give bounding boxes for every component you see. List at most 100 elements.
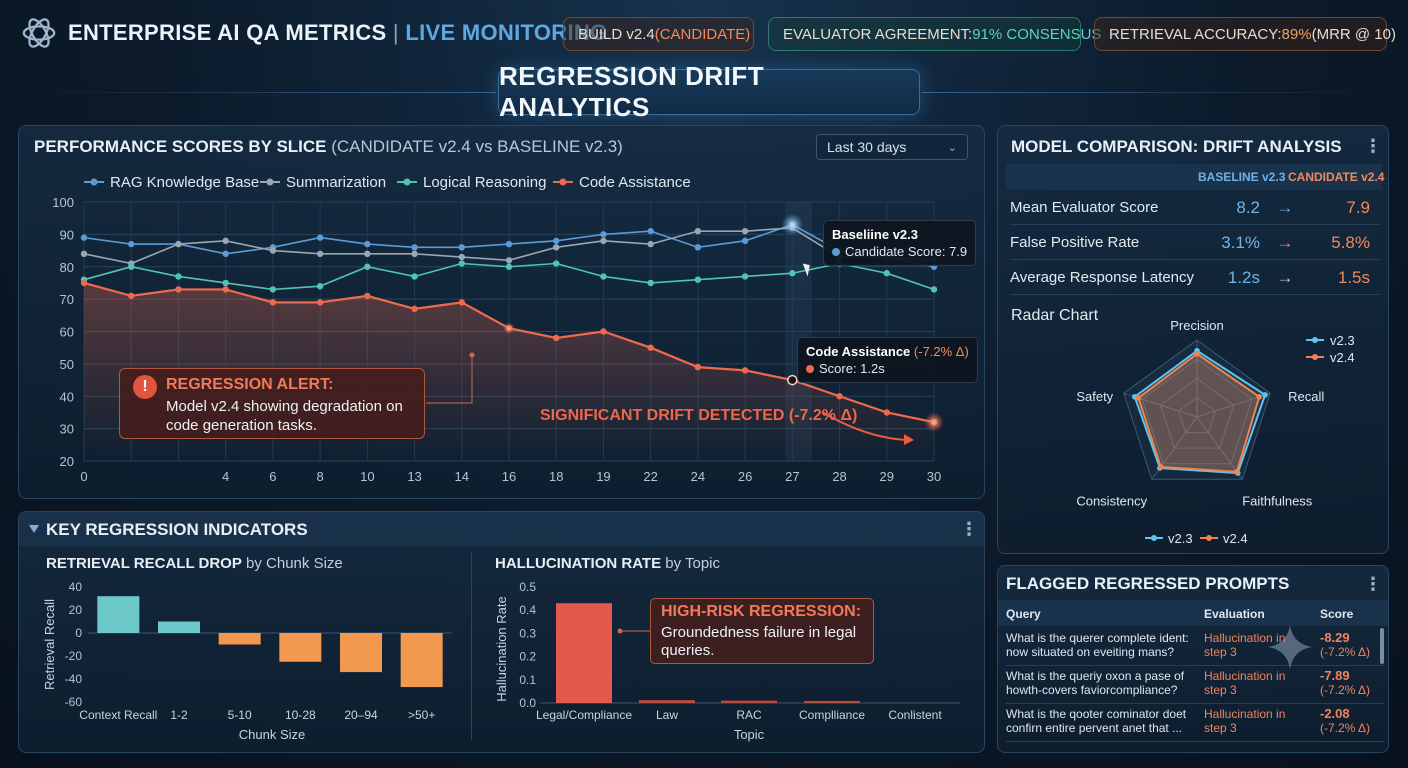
legend-marker [403,178,411,186]
flagged-panel [997,565,1389,753]
series-point [222,279,229,287]
build-pill[interactable]: BUILD v2.4 (CANDIDATE) [563,17,754,51]
series-point [458,253,465,261]
legend-marker [1206,535,1212,541]
series-point [505,263,513,270]
radar-point [1234,469,1240,475]
series-point [789,270,796,277]
endpoint-glow [924,412,944,433]
header-divider-left [20,92,496,93]
radar-chart: Precision Recall Faithfulness Consistency Sa… [1076,318,1355,546]
series-point [364,250,371,257]
series-point [647,344,654,351]
drift-arrow [821,411,914,445]
hallucination-chart-title: HALLUCINATION RATE by Topic [495,555,721,572]
y-tick-label: 0.0 [519,696,536,710]
col-score: Score [1320,607,1354,621]
radar-series-area [1137,352,1261,473]
comparison-header-row [1006,164,1382,190]
legend-label: v2.4 [1330,350,1355,365]
baseline-highlight [781,213,804,236]
bar [158,621,200,633]
x-tick-label: Legal/Compliance [536,708,632,722]
alert-icon: ! [133,375,157,399]
series-point [364,240,371,248]
x-tick-label: Context Recall [79,708,157,722]
table-row[interactable]: What is the querer complete ident: now s… [1006,628,1384,666]
date-range-dropdown[interactable]: Last 30 days ⌄ [816,134,968,160]
legend-label: v2.4 [1223,531,1248,546]
alert-connector [426,355,473,404]
x-tick-label: 14 [455,469,469,484]
y-tick-label: 70 [60,292,74,307]
col-candidate: CANDIDATE v2.4 [1288,170,1385,184]
collapse-caret-icon[interactable] [29,525,39,533]
x-tick-label: Conlistent [888,708,942,722]
series-point [80,279,88,287]
flagged-menu-icon[interactable]: ⋮ [1364,574,1382,594]
series-point [505,240,513,248]
series-point [694,363,702,371]
series-point [694,227,702,235]
arrow-right-icon: → [1276,232,1294,252]
radar-point [1262,392,1268,398]
series-point [175,273,182,280]
y-tick-label: 40 [69,580,83,594]
series-point [553,244,560,251]
series-point [647,240,654,248]
series-point [883,270,890,277]
series-point [930,286,938,293]
flagged-title: FLAGGED REGRESSED PROMPTS [1006,574,1290,593]
bar [556,603,612,703]
x-tick-label: 1-2 [170,708,188,722]
series-point [175,286,182,293]
series-point [316,299,324,306]
radar-ring [1159,377,1235,449]
ai-knot-logo-icon [22,18,56,48]
arrow-right-icon: → [1276,267,1294,287]
x-tick-label: 16 [502,469,516,484]
x-tick-label: 19 [596,469,610,484]
radar-series-area [1133,349,1267,475]
indicators-menu-icon[interactable]: ⋮ [960,519,978,539]
table-row[interactable]: What is the queriy oxon a pase of howth-… [1006,666,1384,704]
app-title-accent: LIVE MONITORING [405,20,608,45]
bar [804,701,860,703]
radar-point [1256,393,1263,400]
series-point [128,240,135,248]
x-tick-label: RAC [736,708,762,722]
series-point [222,286,229,293]
y-tick-label: -20 [65,649,83,663]
series-point [80,250,88,257]
bar [97,596,140,633]
series-point [269,286,277,293]
legend-label: v2.3 [1330,333,1355,348]
series-point [316,234,324,241]
table-row[interactable]: What is the qooter cominator doet confir… [1006,704,1384,742]
regression-alert-body: Model v2.4 showing degradation on code g… [166,398,403,434]
chevron-down-icon: ⌄ [947,141,957,154]
radar-ring [1178,397,1216,434]
series-point [883,409,890,416]
indicators-divider [471,552,472,740]
y-tick-label: 40 [60,389,74,404]
series-point [836,393,843,400]
evaluator-agreement-pill[interactable]: EVALUATOR AGREEMENT: 91% CONSENSUS [768,17,1101,51]
comparison-row: Average Response Latency 1.2s → 1.5s [1010,261,1380,295]
retrieval-accuracy-pill[interactable]: RETRIEVAL ACCURACY: 89% (MRR @ 10) [1094,17,1396,51]
series-point [128,292,135,300]
app-title: ENTERPRISE AI QA METRICS | LIVE MONITORI… [68,20,608,45]
x-tick-label: 4 [222,469,229,484]
comparison-menu-icon[interactable]: ⋮ [1364,136,1382,156]
series-point [175,240,182,248]
y-tick-label: 0.1 [519,673,536,687]
y-tick-label: 80 [60,260,74,275]
bar [721,700,777,703]
table-scrollbar[interactable] [1380,628,1384,664]
x-tick-label: 26 [738,469,752,484]
legend-label: v2.3 [1168,531,1193,546]
series-point [222,237,229,245]
y-tick-label: 0.4 [519,603,536,617]
y-tick-label: 0 [75,626,82,640]
series-point [553,237,560,245]
